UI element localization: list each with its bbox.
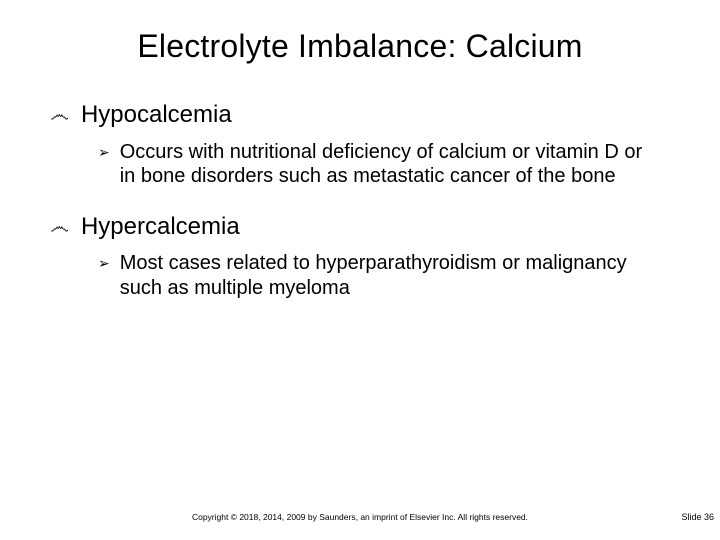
slide-number: Slide 36 [681,512,714,522]
content-area: ෴ Hypocalcemia ➢ Occurs with nutritional… [40,101,680,300]
list-item: ෴ Hypocalcemia [50,101,680,130]
copyright-text: Copyright © 2018, 2014, 2009 by Saunders… [20,512,700,522]
footer: Copyright © 2018, 2014, 2009 by Saunders… [0,512,720,522]
list-item: ➢ Occurs with nutritional deficiency of … [98,140,680,189]
slide-title: Electrolyte Imbalance: Calcium [40,28,680,65]
list-item: ෴ Hypercalcemia [50,213,680,242]
slide: Electrolyte Imbalance: Calcium ෴ Hypocal… [0,0,720,540]
bullet-l2-text: Occurs with nutritional deficiency of ca… [120,140,650,189]
bullet-marker-icon: ෴ [50,103,69,127]
bullet-l1-text: Hypocalcemia [81,101,232,130]
list-item: ➢ Most cases related to hyperparathyroid… [98,251,680,300]
arrow-bullet-icon: ➢ [98,143,110,163]
arrow-bullet-icon: ➢ [98,254,110,274]
bullet-marker-icon: ෴ [50,215,69,239]
bullet-l1-text: Hypercalcemia [81,213,240,242]
bullet-l2-text: Most cases related to hyperparathyroidis… [120,251,650,300]
